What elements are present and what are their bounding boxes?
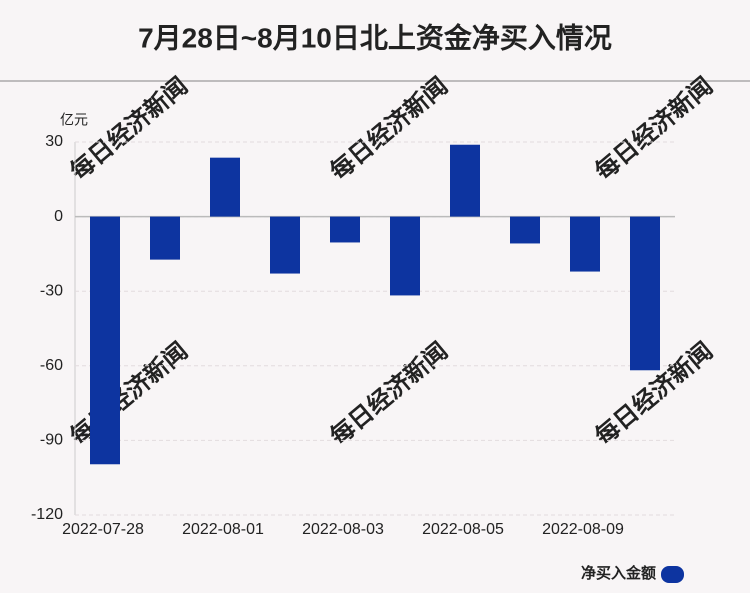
y-tick-label: 0	[54, 208, 63, 225]
y-tick-label: 30	[45, 133, 63, 150]
bar	[510, 216, 540, 244]
y-tick-label: -90	[40, 432, 63, 449]
bar	[90, 216, 120, 465]
bar	[150, 216, 180, 260]
y-unit: 亿元	[60, 112, 88, 128]
bar	[270, 216, 300, 274]
x-tick-label: 2022-08-03	[302, 521, 384, 538]
bar	[630, 216, 660, 371]
x-tick-label: 2022-08-01	[182, 521, 264, 538]
x-tick-label: 2022-08-05	[422, 521, 504, 538]
y-tick-label: -120	[31, 506, 63, 523]
y-tick-label: -60	[40, 357, 63, 374]
legend-swatch	[661, 566, 684, 583]
bar	[330, 216, 360, 243]
bar	[210, 157, 240, 217]
x-tick-label: 2022-07-28	[62, 521, 144, 538]
legend-label: 净买入金额	[581, 564, 656, 582]
chart-title: 7月28日~8月10日北上资金净买入情况	[138, 21, 612, 53]
y-tick-label: -30	[40, 282, 63, 299]
x-tick-label: 2022-08-09	[542, 521, 624, 538]
bar	[390, 216, 420, 296]
plot: -120 -90 -60 -30 0 30 2022-07-28 2022-08-01 2022…	[31, 133, 675, 538]
bar	[450, 144, 480, 217]
bar	[570, 216, 600, 272]
